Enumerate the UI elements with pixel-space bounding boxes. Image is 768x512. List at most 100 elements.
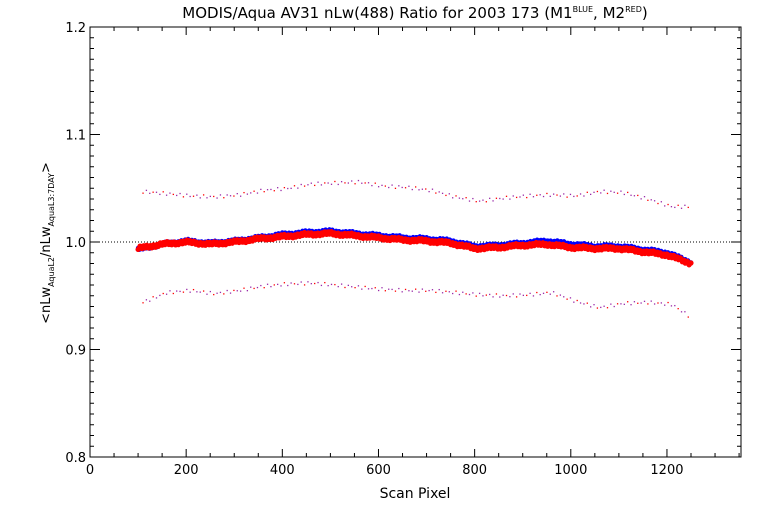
spread-point bbox=[162, 191, 164, 193]
y-tick-label: 1.1 bbox=[65, 129, 86, 144]
spread-point bbox=[532, 196, 535, 198]
spread-point bbox=[559, 294, 562, 296]
spread-point bbox=[590, 193, 592, 196]
spread-point bbox=[660, 201, 662, 203]
spread-point bbox=[620, 190, 622, 192]
spread-point bbox=[384, 290, 387, 292]
spread-point bbox=[623, 303, 625, 305]
spread-point bbox=[435, 291, 437, 294]
x-tick-label: 400 bbox=[270, 463, 295, 478]
spread-point bbox=[489, 293, 491, 296]
spread-point bbox=[401, 186, 403, 189]
spread-point bbox=[280, 285, 282, 287]
spread-point bbox=[206, 293, 208, 295]
spread-point bbox=[199, 197, 201, 199]
spread-point bbox=[505, 294, 508, 297]
spread-point bbox=[596, 190, 599, 193]
spread-point bbox=[431, 289, 434, 291]
spread-point bbox=[307, 281, 309, 283]
spread-point bbox=[229, 292, 232, 294]
spread-point bbox=[603, 189, 605, 191]
spread-point bbox=[552, 291, 555, 293]
spread-point bbox=[495, 293, 498, 295]
spread-point bbox=[583, 303, 585, 305]
spread-point bbox=[415, 288, 417, 290]
spread-point bbox=[573, 195, 575, 198]
spread-point bbox=[169, 192, 171, 194]
spread-point bbox=[344, 182, 346, 184]
spread-point bbox=[165, 194, 168, 196]
spread-point bbox=[586, 302, 588, 304]
spread-point bbox=[438, 288, 440, 291]
spread-point bbox=[455, 195, 457, 197]
spread-point bbox=[515, 196, 518, 199]
spread-point bbox=[600, 192, 602, 194]
spread-point bbox=[408, 290, 410, 292]
spread-point bbox=[505, 195, 508, 197]
spread-point bbox=[256, 286, 259, 289]
spread-point bbox=[155, 191, 158, 193]
spread-point bbox=[192, 288, 195, 291]
spread-point bbox=[239, 195, 242, 197]
data-points bbox=[135, 179, 694, 318]
spread-point bbox=[664, 205, 666, 207]
spread-point bbox=[519, 293, 521, 295]
spread-point bbox=[377, 289, 380, 292]
spread-point bbox=[680, 207, 683, 209]
spread-point bbox=[559, 195, 562, 197]
spread-point bbox=[398, 287, 400, 290]
spread-point bbox=[354, 183, 356, 185]
spread-point bbox=[182, 196, 185, 198]
spread-point bbox=[647, 303, 649, 305]
y-tick-label: 1.2 bbox=[65, 21, 86, 36]
spread-point bbox=[199, 291, 201, 293]
spread-point bbox=[310, 182, 312, 184]
spread-point bbox=[226, 194, 228, 196]
spread-point bbox=[371, 184, 373, 187]
spread-point bbox=[233, 289, 235, 292]
spread-point bbox=[357, 285, 360, 287]
spread-point bbox=[270, 285, 272, 288]
spread-point bbox=[637, 194, 639, 197]
spread-point bbox=[307, 184, 309, 186]
spread-point bbox=[246, 290, 249, 292]
spread-point bbox=[640, 198, 642, 200]
spread-point bbox=[475, 201, 477, 203]
spread-point bbox=[344, 286, 346, 289]
spread-point bbox=[660, 302, 662, 304]
spread-point bbox=[519, 196, 521, 198]
spread-point bbox=[165, 293, 168, 295]
spread-point bbox=[186, 193, 188, 195]
spread-point bbox=[202, 290, 205, 292]
spread-point bbox=[478, 200, 481, 202]
spread-point bbox=[330, 183, 333, 185]
title-mid: , M2 bbox=[593, 4, 625, 22]
spread-point bbox=[159, 294, 161, 297]
spread-point bbox=[475, 295, 477, 297]
spread-point bbox=[435, 192, 437, 194]
spread-point bbox=[569, 193, 572, 196]
spread-point bbox=[657, 302, 659, 304]
spread-point bbox=[431, 188, 434, 190]
spread-point bbox=[263, 191, 265, 193]
spread-point bbox=[637, 302, 639, 304]
spread-point bbox=[664, 304, 666, 306]
spread-point bbox=[425, 188, 427, 190]
spread-point bbox=[223, 197, 225, 199]
spread-point bbox=[253, 287, 255, 290]
spread-point bbox=[283, 186, 286, 189]
spread-point bbox=[162, 292, 164, 295]
spread-point bbox=[465, 197, 467, 199]
spread-point bbox=[324, 182, 326, 184]
spread-point bbox=[472, 197, 474, 200]
ylabel-open: <nLw bbox=[39, 287, 54, 324]
x-tick-label: 0 bbox=[86, 463, 94, 478]
spread-point bbox=[243, 191, 245, 194]
spread-point bbox=[320, 284, 323, 287]
spread-point bbox=[536, 194, 538, 196]
spread-point bbox=[169, 290, 171, 292]
spread-point bbox=[485, 294, 487, 296]
spread-point bbox=[314, 184, 316, 187]
spread-point bbox=[377, 186, 380, 188]
spread-point bbox=[445, 194, 447, 197]
